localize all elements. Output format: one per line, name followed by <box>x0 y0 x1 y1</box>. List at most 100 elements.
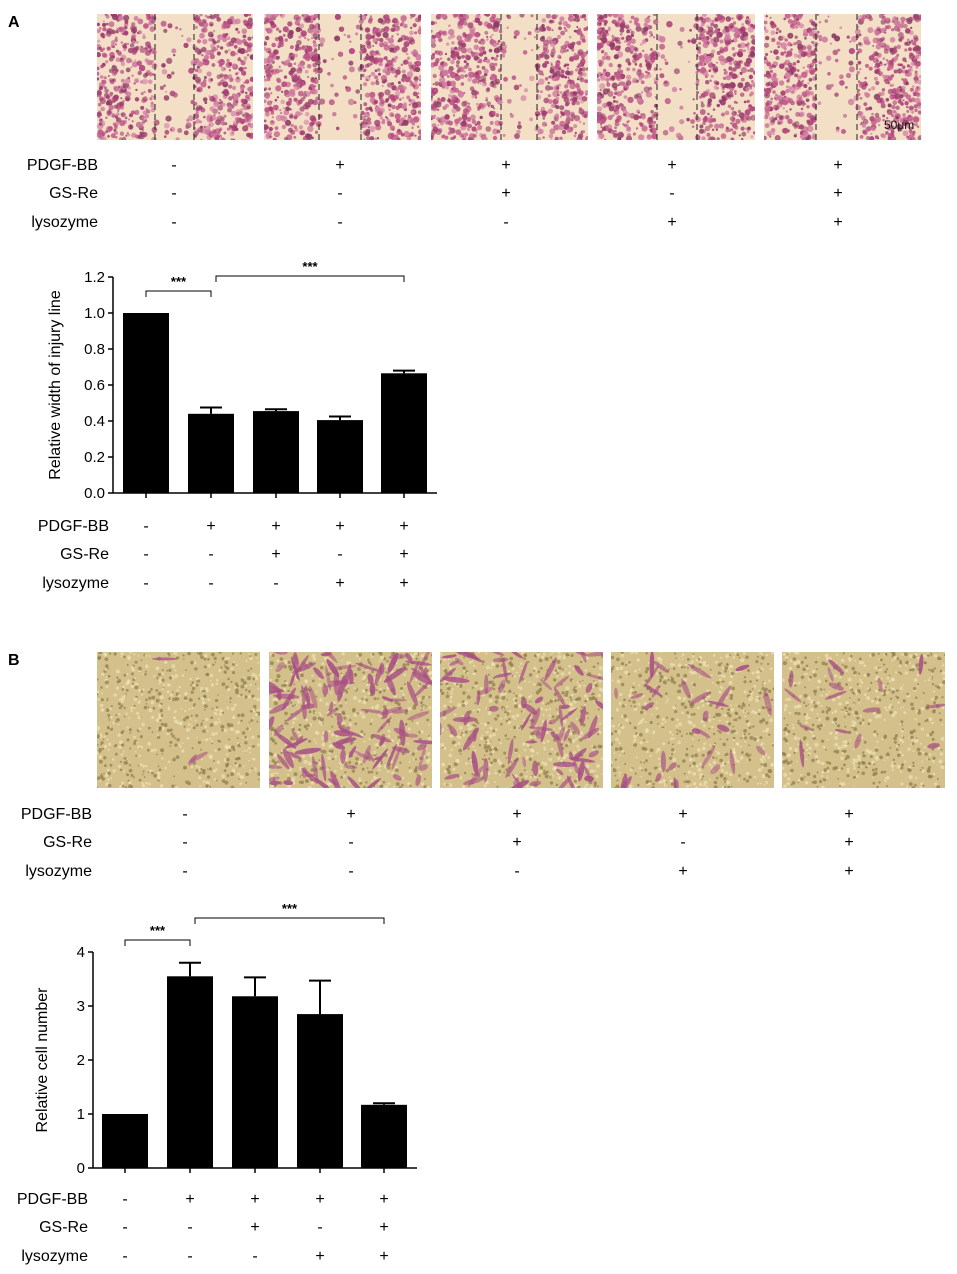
y-tick-label: 3 <box>77 998 85 1015</box>
panel-b-chart-condition-sign: + <box>250 1219 260 1236</box>
panel-b-chart-condition-sign: - <box>122 1248 128 1265</box>
panel-b-image-condition-sign: - <box>182 806 188 823</box>
panel-a-image-row-label: PDGF-BB <box>26 157 98 174</box>
panel-b-image-condition-sign: - <box>680 834 686 851</box>
bar <box>167 976 213 1168</box>
panel-b-image-condition-sign: + <box>346 806 356 823</box>
panel-b-image-row-label: lysozyme <box>25 863 92 880</box>
panel-b-chart-condition-sign: + <box>185 1191 195 1208</box>
y-tick-label: 4 <box>77 944 85 961</box>
y-tick-label: 0.0 <box>84 485 105 502</box>
bar <box>102 1114 148 1168</box>
panel-a-chart-condition-sign: + <box>271 546 281 563</box>
panel-b-image-row-label: PDGF-BB <box>20 806 92 823</box>
panel-b-chart-condition-sign: + <box>379 1191 389 1208</box>
y-tick-label: 2 <box>77 1052 85 1069</box>
scratch-assay-image <box>597 14 755 140</box>
panel-b-image-condition-sign: + <box>512 806 522 823</box>
panel-a-image-condition-sign: - <box>171 214 177 231</box>
scratch-assay-image <box>764 14 921 140</box>
panel-a-chart-condition-sign: - <box>208 575 214 592</box>
panel-a-image-condition-sign: + <box>501 185 511 202</box>
significance-label: *** <box>150 923 166 938</box>
y-tick-label: 1 <box>77 1106 85 1123</box>
panel-a-chart-row-label: lysozyme <box>42 575 109 592</box>
panel-a-image-condition-sign: + <box>501 157 511 174</box>
bar <box>361 1104 407 1168</box>
panel-b-image-condition-sign: - <box>514 863 520 880</box>
bar <box>123 313 169 493</box>
panel-b-image-condition-sign: + <box>844 806 854 823</box>
panel-b-chart-condition-sign: - <box>122 1191 128 1208</box>
panel-a-chart-condition-sign: - <box>143 575 149 592</box>
panel-b-image-condition-sign: + <box>844 834 854 851</box>
significance-label: *** <box>171 274 187 289</box>
panel-b-chart-condition-sign: - <box>187 1248 193 1265</box>
transwell-image <box>440 652 603 788</box>
significance-bracket <box>145 290 212 297</box>
panel-a-chart-condition-sign: - <box>337 546 343 563</box>
panel-b-chart-row-label: lysozyme <box>21 1248 88 1265</box>
panel-b-image-condition-sign: - <box>182 834 188 851</box>
bar <box>297 1014 343 1168</box>
panel-b-image-condition-sign: - <box>182 863 188 880</box>
significance-bracket <box>194 917 385 924</box>
panel-b-image-condition-sign: + <box>844 863 854 880</box>
panel-a-bar-chart: 0.0 0.2 0.4 0.6 0.8 1.0 1.2 Relative width of i… <box>47 259 437 502</box>
panel-a-chart-condition-sign: - <box>143 546 149 563</box>
panel-b-image-row-label: GS-Re <box>43 834 92 851</box>
panel-a-image-condition-sign: - <box>171 157 177 174</box>
panel-b-image-condition-sign: + <box>678 806 688 823</box>
panel-b-letter: B <box>8 652 20 669</box>
panel-b-chart-condition-sign: + <box>379 1248 389 1265</box>
scratch-assay-image <box>97 14 253 140</box>
y-tick-label: 0 <box>77 1160 85 1177</box>
panel-b-chart-condition-sign: + <box>315 1248 325 1265</box>
panel-a-image-condition-sign: + <box>833 185 843 202</box>
panel-a-chart-condition-sign: - <box>208 546 214 563</box>
y-tick-label: 1.0 <box>84 305 105 322</box>
panel-b-chart-condition-sign: + <box>250 1191 260 1208</box>
panel-a-chart-condition-sign: + <box>399 575 409 592</box>
scratch-assay-image <box>264 14 421 140</box>
y-tick-label: 0.4 <box>84 413 105 430</box>
panel-b-chart-condition-sign: - <box>252 1248 258 1265</box>
bar <box>253 411 299 493</box>
y-tick-label: 1.2 <box>84 269 105 286</box>
panel-a-letter: A <box>8 14 20 31</box>
y-tick-label: 0.2 <box>84 449 105 466</box>
panel-a-image-condition-sign: + <box>667 157 677 174</box>
panel-a-image-condition-sign: + <box>833 214 843 231</box>
panel-a-image-condition-sign: + <box>667 214 677 231</box>
panel-b-chart-condition-sign: - <box>317 1219 323 1236</box>
panel-b-chart-row-label: PDGF-BB <box>16 1191 88 1208</box>
panel-a-chart-condition-sign: + <box>206 518 216 535</box>
bar <box>188 413 234 493</box>
panel-b-bar-chart: 0 1 2 3 4 Relative cell number *** *** <box>34 901 417 1177</box>
panel-b-chart-condition-sign: - <box>187 1219 193 1236</box>
significance-bracket <box>124 939 191 946</box>
scratch-assay-image <box>431 14 588 140</box>
panel-a-image-row-label: GS-Re <box>49 185 98 202</box>
panel-a-image-condition-sign: - <box>337 214 343 231</box>
panel-a-chart-condition-sign: - <box>143 518 149 535</box>
panel-a-chart-row-label: GS-Re <box>60 546 109 563</box>
panel-b-chart-condition-sign: + <box>379 1219 389 1236</box>
panel-a-chart-condition-sign: + <box>399 518 409 535</box>
y-axis-label: Relative width of injury line <box>47 290 64 480</box>
significance-label: *** <box>282 901 298 916</box>
panel-b-image-condition-sign: + <box>512 834 522 851</box>
transwell-image <box>782 652 945 788</box>
panel-b-chart-row-label: GS-Re <box>39 1219 88 1236</box>
panel-a-image-condition-sign: - <box>171 185 177 202</box>
panel-a-chart-condition-sign: + <box>335 575 345 592</box>
scale-bar-label: 50μm <box>884 118 915 132</box>
panel-a-image-condition-sign: - <box>503 214 509 231</box>
panel-b-image-condition-sign: + <box>678 863 688 880</box>
panel-a-chart-condition-sign: + <box>271 518 281 535</box>
panel-b-image-condition-sign: - <box>348 834 354 851</box>
panel-a-image-condition-sign: - <box>669 185 675 202</box>
transwell-image <box>269 652 432 788</box>
panel-a-chart-condition-sign: + <box>335 518 345 535</box>
transwell-image <box>97 652 260 788</box>
